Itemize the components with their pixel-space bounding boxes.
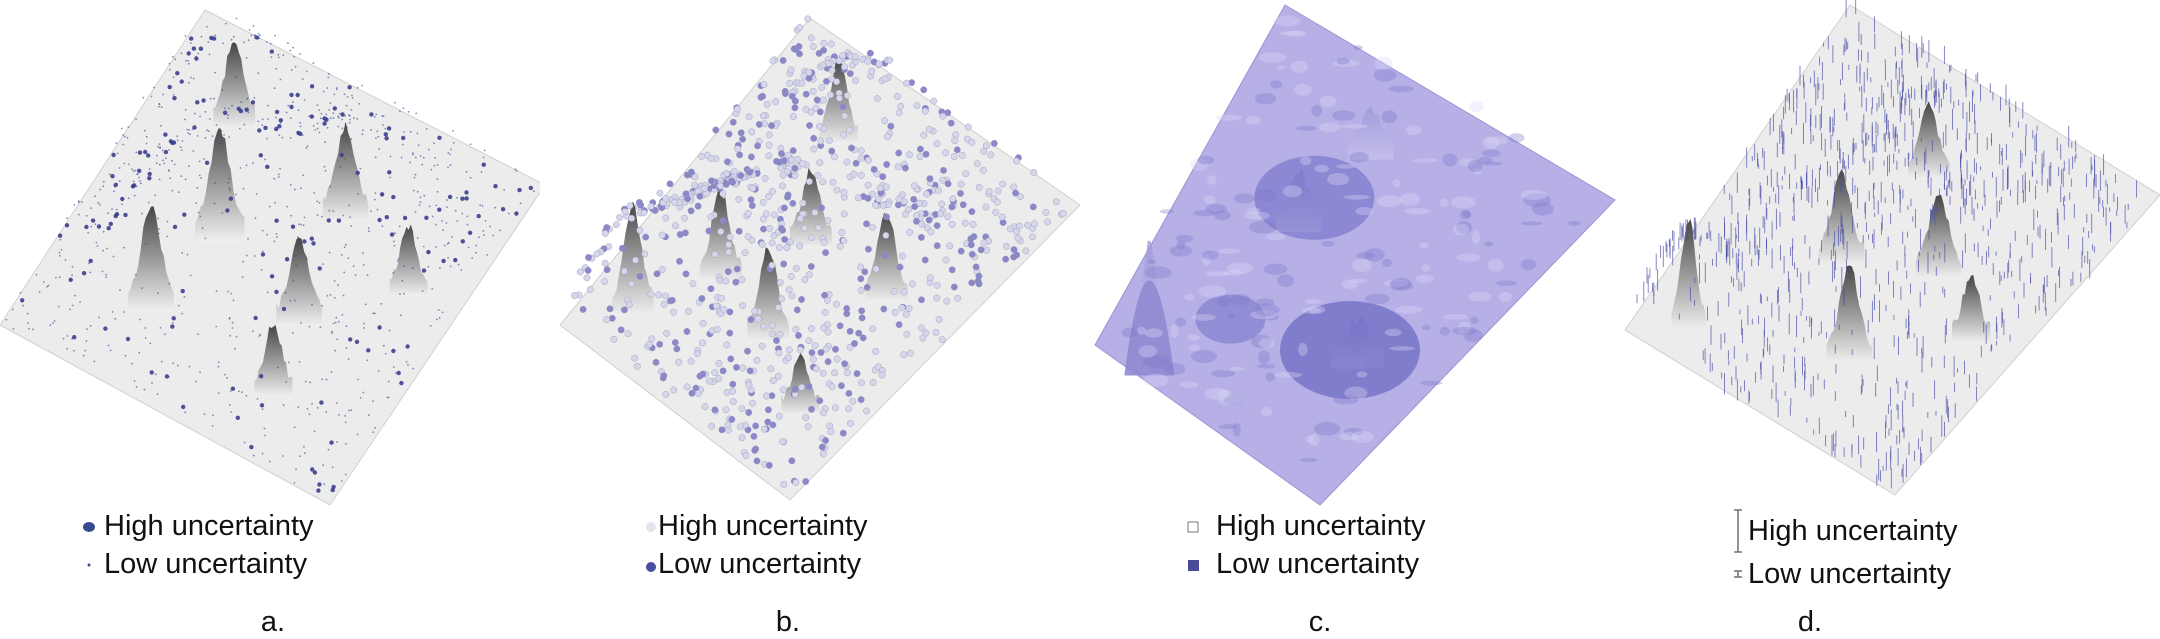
legend-low-c: Low uncertainty [1186,548,1419,580]
legend-high-label: High uncertainty [1748,515,1958,547]
caption-b: b. [775,606,801,638]
panel-a: High uncertainty Low uncertainty a. [0,0,540,638]
legend-high-d: High uncertainty [1732,506,1958,556]
legend-high-b: High uncertainty [644,510,868,542]
high-uncertainty-light-square-icon [1187,521,1199,533]
high-uncertainty-sphere-icon [646,522,656,532]
legend-high-label: High uncertainty [1216,510,1426,542]
panel-b: High uncertainty Low uncertainty b. [540,0,1080,638]
legend-low-a: Low uncertainty [82,548,307,580]
caption-a: a. [260,606,286,638]
low-uncertainty-sphere-icon [646,562,656,572]
surface-plot-a [0,9,540,506]
legend-low-label: Low uncertainty [1748,558,1952,590]
high-uncertainty-dot-icon [83,522,95,532]
legend-low-d: Low uncertainty [1732,558,1951,590]
low-uncertainty-dot-icon [87,563,91,567]
panel-c: High uncertainty Low uncertainty c. [1080,0,1620,638]
low-uncertainty-dark-square-icon [1188,560,1199,571]
high-uncertainty-long-bar-icon [1734,509,1742,553]
legend-low-label: Low uncertainty [1216,548,1420,580]
legend-high-a: High uncertainty [82,510,314,542]
legend-low-b: Low uncertainty [644,548,861,580]
legend-low-label: Low uncertainty [104,548,308,580]
legend-high-label: High uncertainty [104,510,314,542]
legend-high-c: High uncertainty [1186,510,1426,542]
surface-plot-d [1624,0,2160,496]
caption-c: c. [1308,606,1332,638]
legend-low-label: Low uncertainty [658,548,862,580]
surface-plot-c [1094,4,1616,506]
low-uncertainty-short-bar-icon [1734,570,1742,578]
panel-d: High uncertainty Low uncertainty d. [1620,0,2160,638]
legend-high-label: High uncertainty [658,510,868,542]
surface-plot-b [559,15,1080,501]
caption-d: d. [1797,606,1823,638]
